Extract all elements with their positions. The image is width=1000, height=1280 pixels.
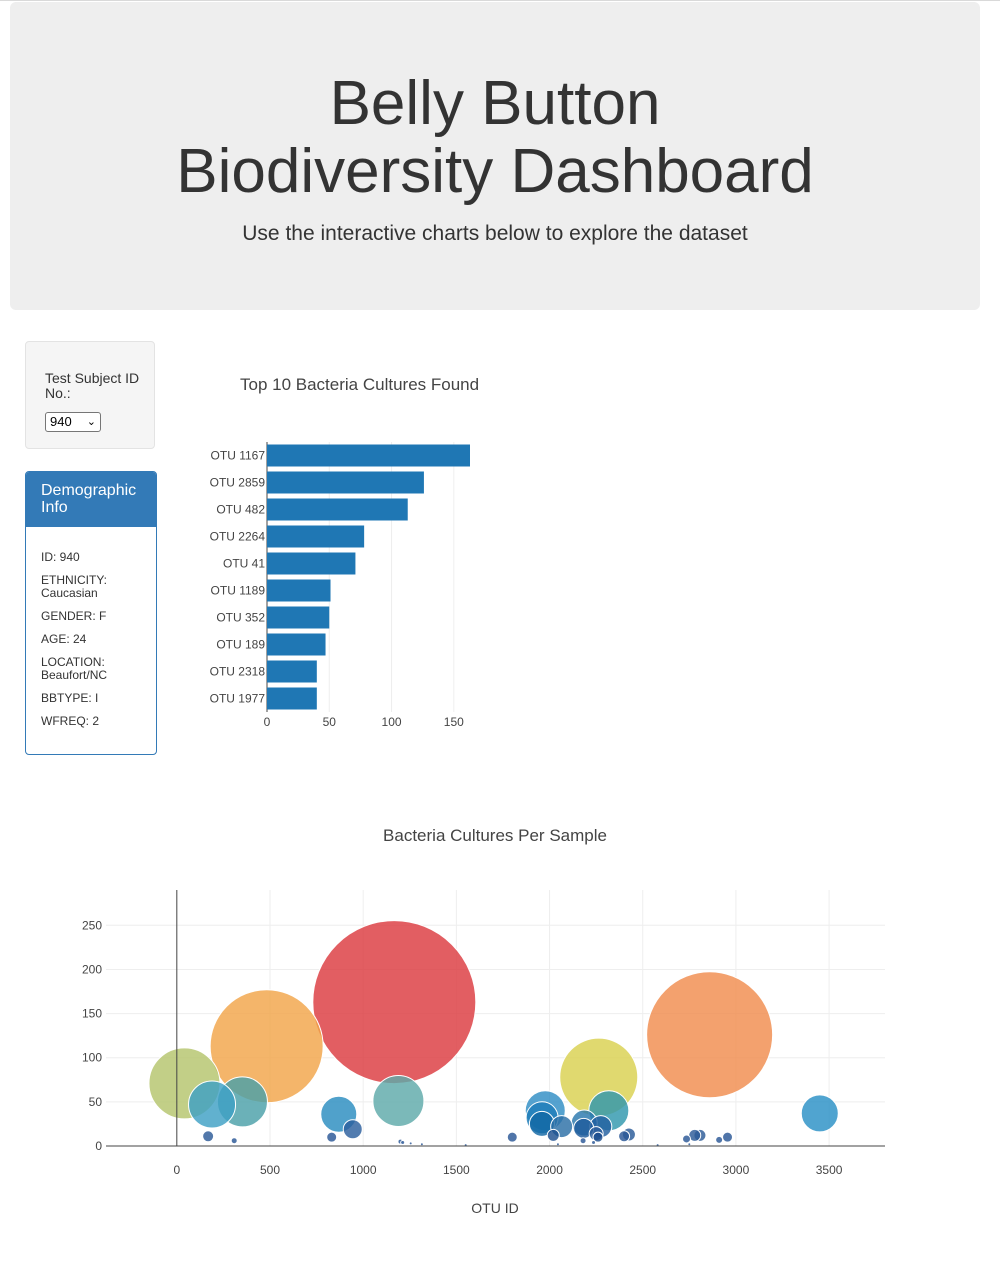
bar-category-label: OTU 2859 — [210, 476, 266, 490]
bar[interactable] — [267, 552, 356, 575]
subject-id-selected: 940 — [50, 414, 72, 429]
demographic-id: ID: 940 — [41, 550, 80, 564]
bar-category-label: OTU 189 — [216, 638, 265, 652]
bubble-y-tick-label: 150 — [82, 1007, 102, 1021]
bubble-point[interactable] — [342, 1119, 363, 1140]
demographic-location: LOCATION: Beaufort/NC — [41, 655, 108, 682]
bubble-point[interactable] — [326, 1131, 338, 1143]
bar[interactable] — [267, 687, 317, 710]
bubble-point[interactable] — [312, 920, 477, 1085]
page-title: Belly Button Biodiversity Dashboard — [176, 69, 814, 206]
demographic-info-title: Demographic Info — [26, 472, 156, 527]
bubble-point[interactable] — [230, 1137, 238, 1145]
bubble-point[interactable] — [618, 1130, 631, 1143]
header-banner: Belly Button Biodiversity Dashboard Use … — [10, 2, 980, 310]
demographic-ethnicity: ETHNICITY: Caucasian — [41, 573, 108, 600]
bar[interactable] — [267, 660, 317, 683]
bar[interactable] — [267, 471, 424, 494]
demographic-bbtype: BBTYPE: I — [41, 691, 99, 705]
bubble-x-axis-label: OTU ID — [471, 1200, 518, 1216]
bubble-point[interactable] — [687, 1142, 692, 1147]
bar-category-label: OTU 2264 — [210, 530, 266, 544]
bar-x-tick-label: 50 — [323, 715, 337, 729]
bubble-point[interactable] — [800, 1094, 839, 1133]
bar-category-label: OTU 482 — [216, 503, 265, 517]
bubble-point[interactable] — [546, 1128, 560, 1142]
bubble-point[interactable] — [715, 1135, 724, 1144]
bubble-y-tick-label: 0 — [95, 1139, 102, 1153]
bubble-chart: Bacteria Cultures Per Sample 0 500 1000 150… — [82, 826, 885, 1216]
bubble-y-tick-label: 200 — [82, 962, 102, 976]
bar[interactable] — [267, 444, 470, 467]
bubble-point[interactable] — [646, 971, 774, 1099]
bubble-y-tick-label: 100 — [82, 1051, 102, 1065]
bar-category-label: OTU 2318 — [210, 665, 266, 679]
bar-category-label: OTU 41 — [223, 557, 265, 571]
bubble-x-tick-label: 1000 — [350, 1163, 377, 1177]
bubble-x-tick-label: 2000 — [536, 1163, 563, 1177]
bubble-x-tick-label: 3500 — [816, 1163, 843, 1177]
bar-category-label: OTU 1977 — [210, 692, 266, 706]
bubble-point[interactable] — [591, 1139, 597, 1145]
bubble-point[interactable] — [188, 1080, 237, 1129]
demographic-info-body: ID: 940 ETHNICITY: Caucasian GENDER: F A… — [26, 527, 156, 728]
bar[interactable] — [267, 525, 365, 548]
demographic-age: AGE: 24 — [41, 632, 87, 646]
bubble-x-tick-label: 2500 — [629, 1163, 656, 1177]
bubble-point[interactable] — [400, 1139, 406, 1145]
bubble-x-tick-label: 1500 — [443, 1163, 470, 1177]
bar-category-label: OTU 1167 — [211, 449, 266, 463]
subject-id-select[interactable]: 940 ⌄ — [45, 412, 101, 432]
bubble-y-tick-label: 250 — [82, 918, 102, 932]
bar-x-tick-label: 150 — [444, 715, 464, 729]
top10-bar-chart: Top 10 Bacteria Cultures Found OTU 1167 O… — [210, 375, 479, 729]
bar[interactable] — [267, 606, 330, 629]
demographic-wfreq: WFREQ: 2 — [41, 714, 100, 728]
bubble-point[interactable] — [419, 1142, 424, 1147]
bar[interactable] — [267, 633, 326, 656]
bubble-y-tick-label: 50 — [89, 1095, 103, 1109]
bar-x-tick-label: 100 — [382, 715, 402, 729]
bubble-x-tick-label: 500 — [260, 1163, 280, 1177]
chevron-down-icon: ⌄ — [86, 416, 96, 428]
page-subtitle: Use the interactive charts below to expl… — [242, 222, 748, 245]
bubble-point[interactable] — [372, 1074, 425, 1127]
demographic-gender: GENDER: F — [41, 609, 107, 623]
bubble-point[interactable] — [506, 1131, 518, 1143]
top-border — [0, 0, 1000, 1]
bubble-chart-title: Bacteria Cultures Per Sample — [383, 826, 607, 845]
bubble-point[interactable] — [555, 1142, 560, 1147]
bar-category-label: OTU 1189 — [211, 584, 266, 598]
bubble-point[interactable] — [682, 1134, 692, 1144]
subject-selector-label: Test Subject ID No.: — [45, 370, 140, 401]
bar[interactable] — [267, 579, 331, 602]
bubble-point[interactable] — [579, 1137, 587, 1145]
bar[interactable] — [267, 498, 408, 521]
bubble-point[interactable] — [722, 1131, 734, 1143]
bubble-point[interactable] — [202, 1130, 215, 1143]
bubble-x-tick-label: 3000 — [723, 1163, 750, 1177]
bubble-point[interactable] — [592, 1131, 604, 1143]
bar-x-tick-label: 0 — [264, 715, 271, 729]
bubble-point[interactable] — [408, 1141, 413, 1146]
bar-chart-title: Top 10 Bacteria Cultures Found — [240, 375, 479, 394]
subject-selector-panel: Test Subject ID No.: 940 ⌄ — [25, 341, 155, 449]
bar-category-label: OTU 352 — [216, 611, 265, 625]
bubble-x-tick-label: 0 — [173, 1163, 180, 1177]
demographic-info-panel: Demographic Info ID: 940 ETHNICITY: Cauc… — [25, 471, 157, 755]
